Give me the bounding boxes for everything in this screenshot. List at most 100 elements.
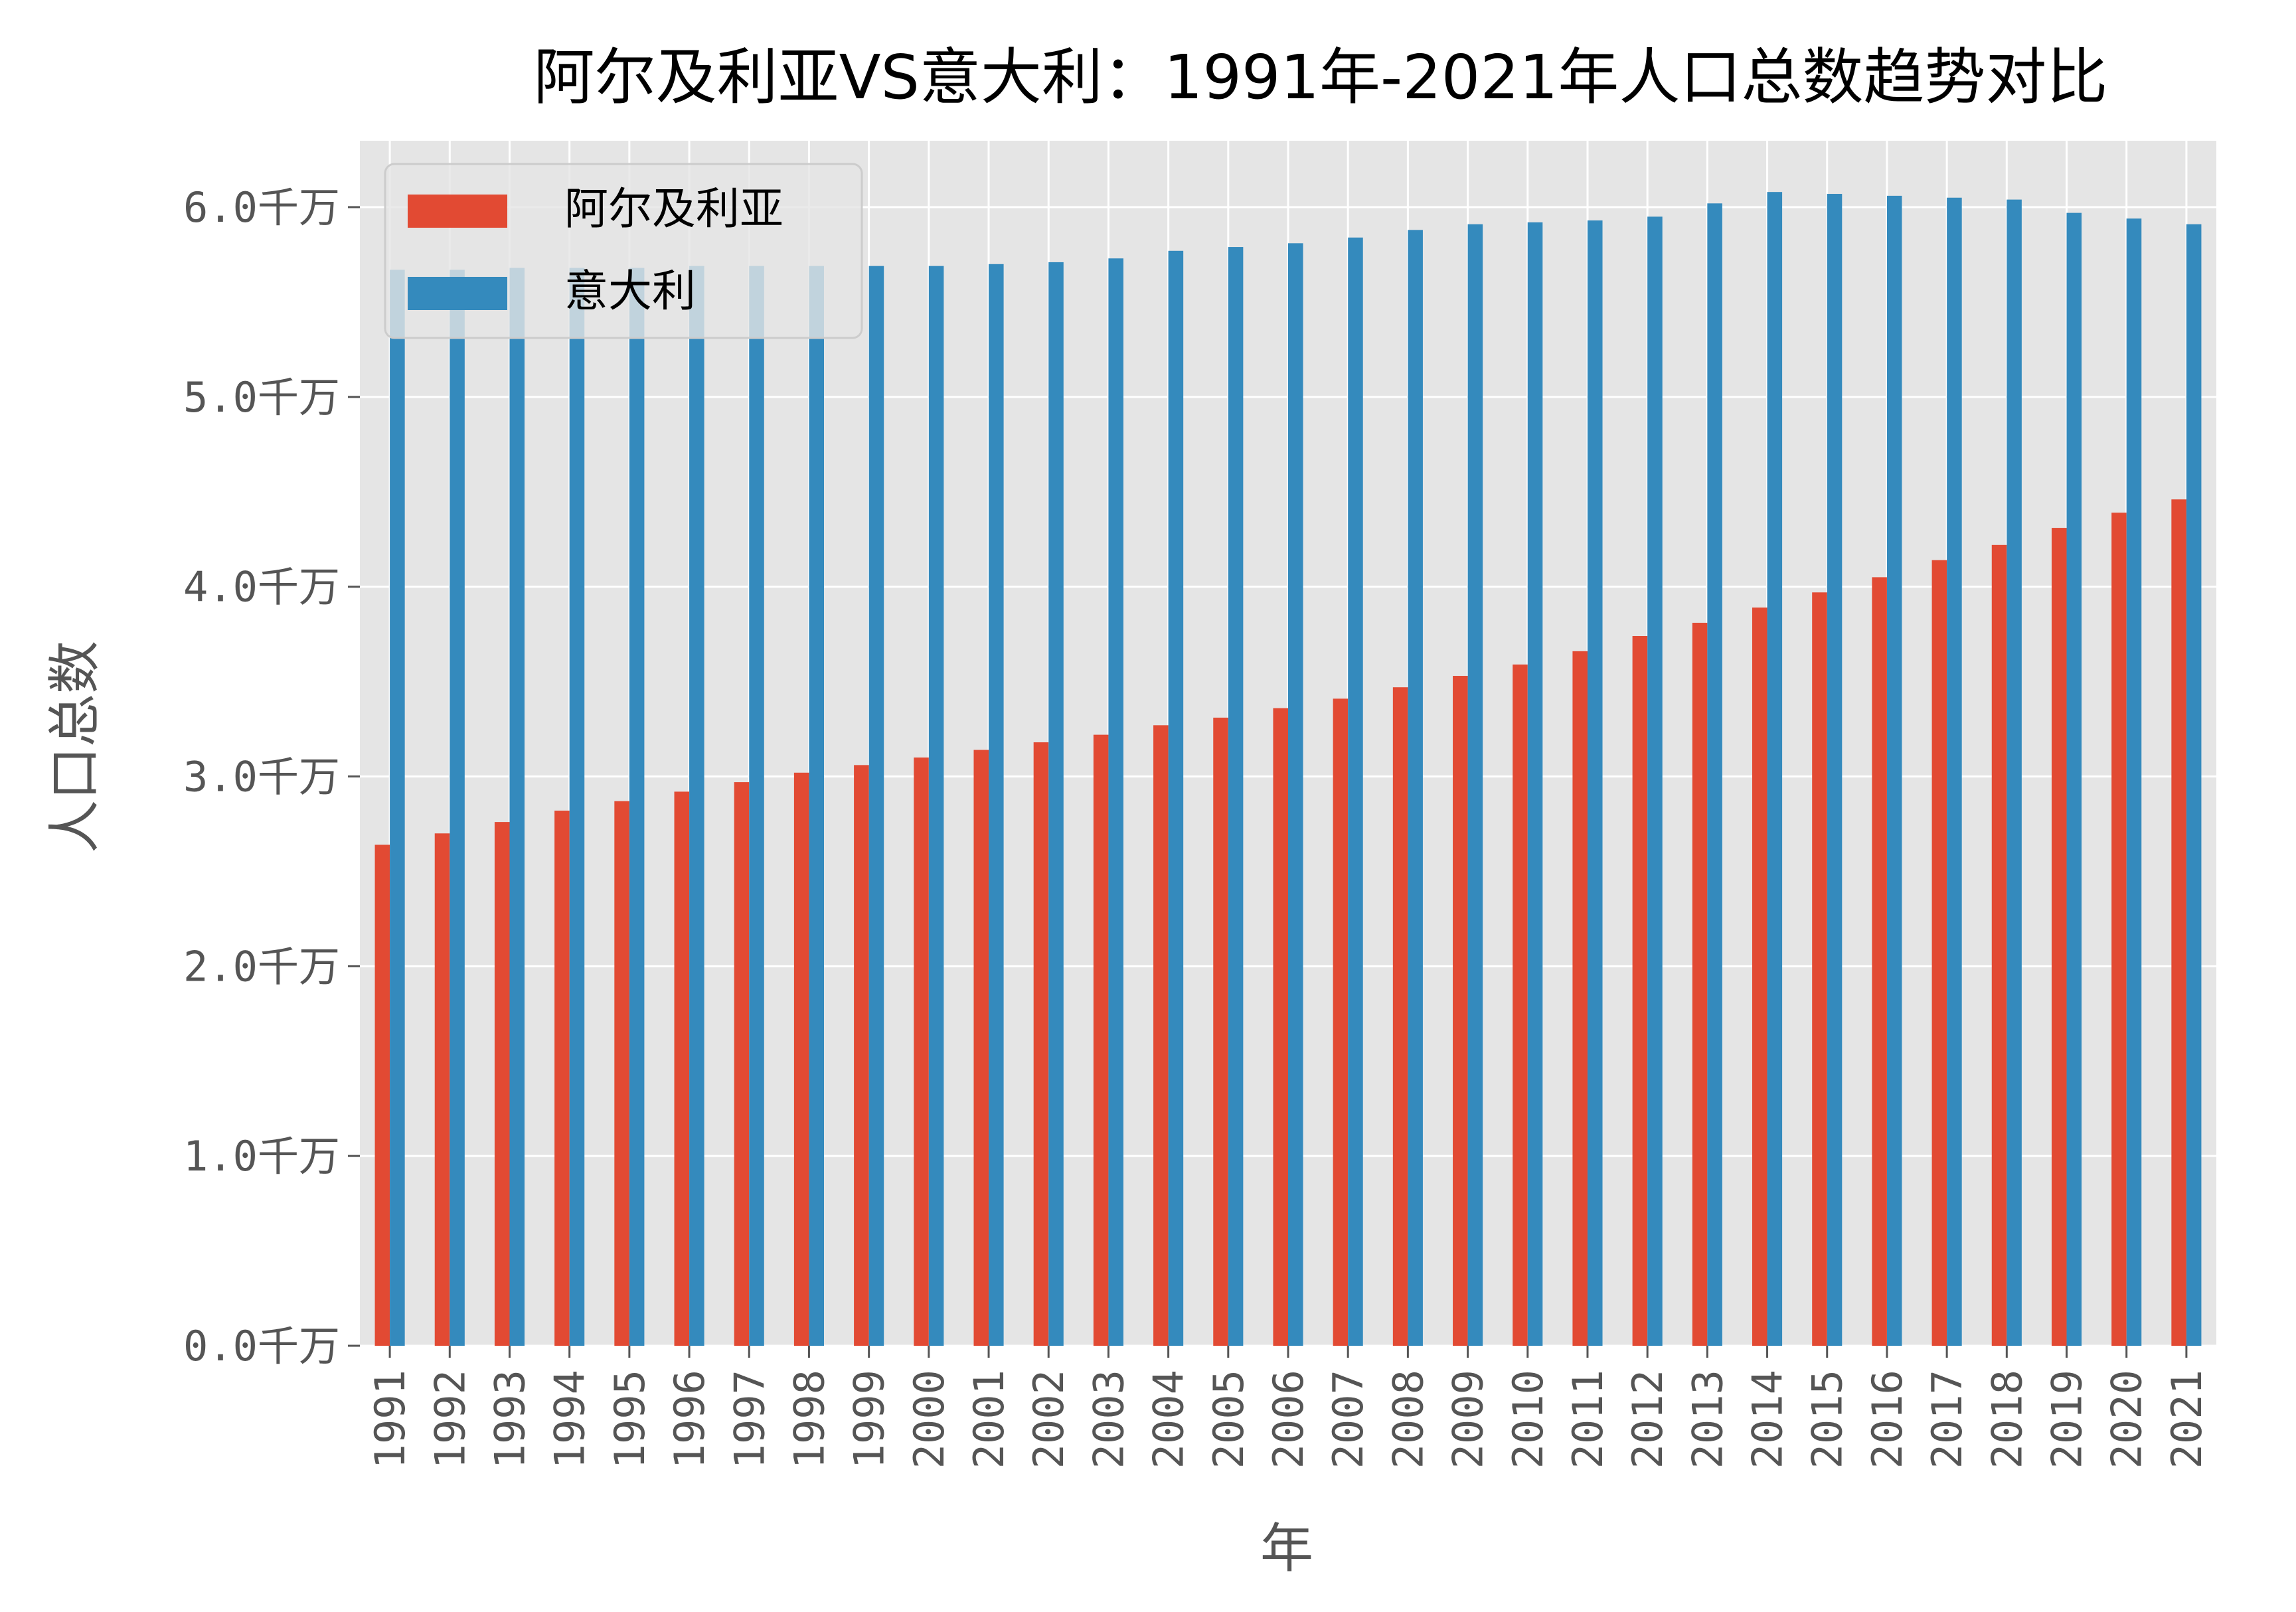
bar-italy-2003 [1108, 258, 1123, 1346]
bar-algeria-2002 [1033, 742, 1049, 1346]
bar-algeria-2020 [2111, 513, 2127, 1346]
bar-italy-2010 [1527, 222, 1543, 1346]
y-tick-label: 6.0千万 [183, 183, 340, 232]
bar-algeria-1993 [494, 822, 510, 1346]
x-tick-label: 2018 [1983, 1370, 2031, 1469]
y-tick-label: 5.0千万 [183, 373, 340, 422]
legend-label: 阿尔及利亚 [564, 183, 783, 234]
bar-italy-1995 [629, 268, 645, 1346]
bar-italy-2001 [989, 264, 1004, 1346]
bar-italy-1993 [509, 268, 525, 1346]
bar-italy-2006 [1288, 243, 1303, 1346]
x-tick-label: 1991 [366, 1370, 414, 1469]
bar-italy-1998 [809, 266, 824, 1346]
bar-algeria-2016 [1872, 577, 1887, 1346]
y-axis-label: 人口总数 [44, 641, 106, 853]
x-tick-label: 1995 [606, 1370, 654, 1469]
bar-algeria-1998 [793, 772, 809, 1346]
bar-italy-2018 [2007, 199, 2022, 1346]
bar-algeria-1994 [554, 810, 570, 1346]
bar-algeria-1992 [434, 833, 450, 1346]
legend-label: 意大利 [564, 266, 696, 317]
x-tick-label: 2012 [1623, 1370, 1672, 1469]
bar-algeria-1996 [674, 791, 690, 1346]
y-tick-label: 4.0千万 [183, 563, 340, 611]
bar-italy-2005 [1228, 247, 1244, 1346]
x-tick-label: 2011 [1564, 1370, 1612, 1469]
bar-italy-2012 [1647, 216, 1663, 1346]
x-tick-label: 2021 [2163, 1370, 2211, 1469]
bar-italy-1996 [689, 266, 704, 1346]
bar-algeria-2017 [1931, 560, 1947, 1346]
bar-italy-2014 [1767, 192, 1783, 1346]
y-tick-label: 1.0千万 [183, 1132, 340, 1180]
x-tick-label: 2005 [1204, 1370, 1253, 1469]
x-tick-label: 2019 [2043, 1370, 2091, 1469]
bar-italy-2009 [1467, 224, 1483, 1346]
x-tick-label: 1993 [485, 1370, 534, 1469]
bar-algeria-2009 [1453, 676, 1468, 1346]
bar-italy-2000 [928, 266, 944, 1346]
y-tick-label: 0.0千万 [183, 1322, 340, 1370]
x-tick-label: 2010 [1504, 1370, 1552, 1469]
bar-italy-2011 [1587, 220, 1603, 1346]
bar-algeria-2000 [914, 757, 929, 1346]
bar-algeria-1991 [374, 845, 390, 1346]
x-tick-label: 1994 [546, 1370, 594, 1469]
bar-italy-2020 [2126, 218, 2142, 1346]
bar-italy-2015 [1827, 194, 1843, 1346]
bar-italy-1999 [868, 266, 884, 1346]
bar-algeria-2011 [1572, 651, 1588, 1346]
x-tick-label: 2013 [1683, 1370, 1732, 1469]
x-tick-label: 2006 [1264, 1370, 1313, 1469]
bar-algeria-2013 [1692, 623, 1708, 1346]
x-tick-label: 1997 [725, 1370, 774, 1469]
x-tick-label: 2000 [905, 1370, 953, 1469]
bar-algeria-2021 [2171, 499, 2186, 1346]
bar-algeria-2008 [1392, 687, 1408, 1346]
bar-algeria-2001 [973, 750, 989, 1346]
x-tick-label: 2014 [1744, 1370, 1792, 1469]
bar-algeria-2003 [1093, 734, 1109, 1346]
bar-algeria-2012 [1632, 636, 1648, 1346]
x-tick-label: 1992 [426, 1370, 474, 1469]
x-tick-label: 2007 [1324, 1370, 1372, 1469]
bar-algeria-2004 [1153, 725, 1169, 1346]
bar-algeria-2005 [1213, 717, 1228, 1346]
x-tick-label: 1999 [845, 1370, 894, 1469]
bar-algeria-2019 [2051, 528, 2067, 1346]
x-tick-label: 2020 [2103, 1370, 2151, 1469]
y-tick-label: 2.0千万 [183, 942, 340, 991]
bar-italy-2016 [1886, 195, 1902, 1346]
y-tick-label: 3.0千万 [183, 753, 340, 801]
x-tick-label: 1998 [785, 1370, 833, 1469]
legend-swatch [408, 277, 507, 310]
bar-italy-1994 [569, 268, 585, 1346]
bar-algeria-2010 [1513, 664, 1528, 1346]
bar-italy-2008 [1408, 230, 1423, 1346]
bar-algeria-1999 [854, 765, 869, 1346]
bar-algeria-2014 [1752, 607, 1767, 1346]
bar-algeria-1997 [734, 782, 750, 1346]
bar-algeria-2015 [1812, 592, 1827, 1346]
bar-algeria-1995 [614, 801, 629, 1346]
bar-italy-2017 [1947, 197, 1962, 1346]
x-axis-label: 年 [1260, 1518, 1313, 1579]
x-tick-label: 1996 [665, 1370, 714, 1469]
x-tick-label: 2003 [1084, 1370, 1133, 1469]
bar-italy-2004 [1168, 250, 1184, 1346]
x-tick-label: 2002 [1025, 1370, 1073, 1469]
x-tick-label: 2016 [1863, 1370, 1912, 1469]
x-tick-label: 2009 [1444, 1370, 1493, 1469]
x-tick-label: 2017 [1923, 1370, 1971, 1469]
bar-italy-2007 [1348, 237, 1363, 1346]
bar-algeria-2018 [1991, 544, 2007, 1346]
x-tick-label: 2004 [1145, 1370, 1193, 1469]
chart-title: 阿尔及利亚VS意大利：1991年-2021年人口总数趋势对比 [534, 42, 2108, 113]
bar-italy-2019 [2066, 212, 2082, 1346]
bar-algeria-2007 [1333, 698, 1349, 1346]
bar-italy-2021 [2186, 224, 2202, 1346]
